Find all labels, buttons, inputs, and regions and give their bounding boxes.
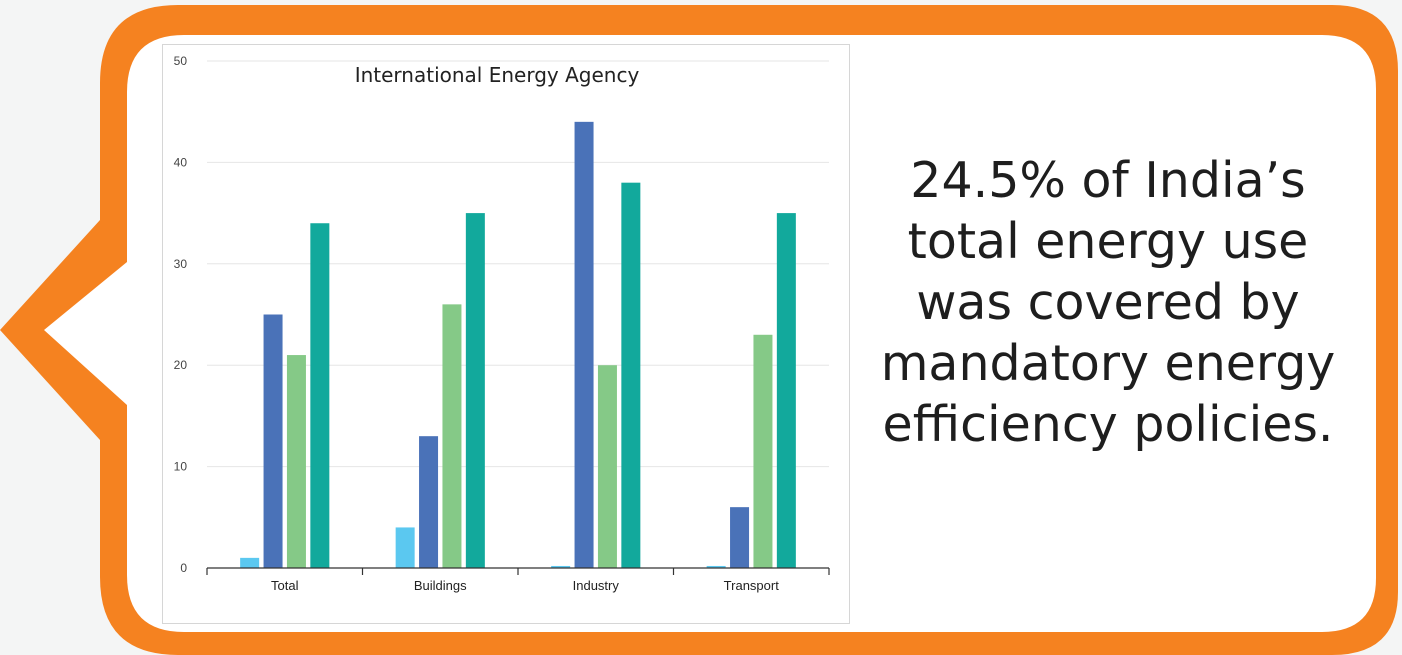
bar — [753, 334, 773, 568]
bar — [419, 436, 439, 568]
bar — [574, 121, 594, 568]
x-axis-labels: Total Buildings Industry Transport — [271, 578, 779, 593]
callout-text: 24.5% of India’s total energy use was co… — [880, 152, 1336, 453]
bar — [551, 565, 571, 568]
x-category-label: Transport — [724, 578, 780, 593]
bar — [465, 213, 485, 568]
y-tick-label: 10 — [174, 460, 188, 474]
bar — [597, 365, 617, 568]
bar — [730, 507, 750, 568]
y-tick-label: 0 — [180, 561, 187, 575]
bar — [310, 223, 330, 569]
bar — [263, 314, 283, 568]
x-axis — [206, 567, 830, 575]
bar — [776, 213, 796, 568]
bar — [240, 557, 260, 568]
x-category-label: Total — [271, 578, 299, 593]
y-axis-ticks: 0 10 20 30 40 50 — [174, 54, 188, 575]
bar — [395, 527, 415, 568]
x-category-label: Buildings — [414, 578, 467, 593]
y-tick-label: 30 — [174, 257, 188, 271]
bar — [621, 182, 641, 568]
bar — [442, 304, 462, 568]
chart-panel: 0 10 20 30 40 50 International Energy Agency … — [162, 44, 850, 624]
y-tick-label: 50 — [174, 54, 188, 68]
y-tick-label: 20 — [174, 358, 188, 372]
y-tick-label: 40 — [174, 155, 188, 169]
x-category-label: Industry — [573, 578, 620, 593]
bar — [706, 565, 726, 568]
bar — [286, 355, 306, 568]
chart-title: International Energy Agency — [355, 63, 640, 87]
bars — [240, 121, 796, 569]
